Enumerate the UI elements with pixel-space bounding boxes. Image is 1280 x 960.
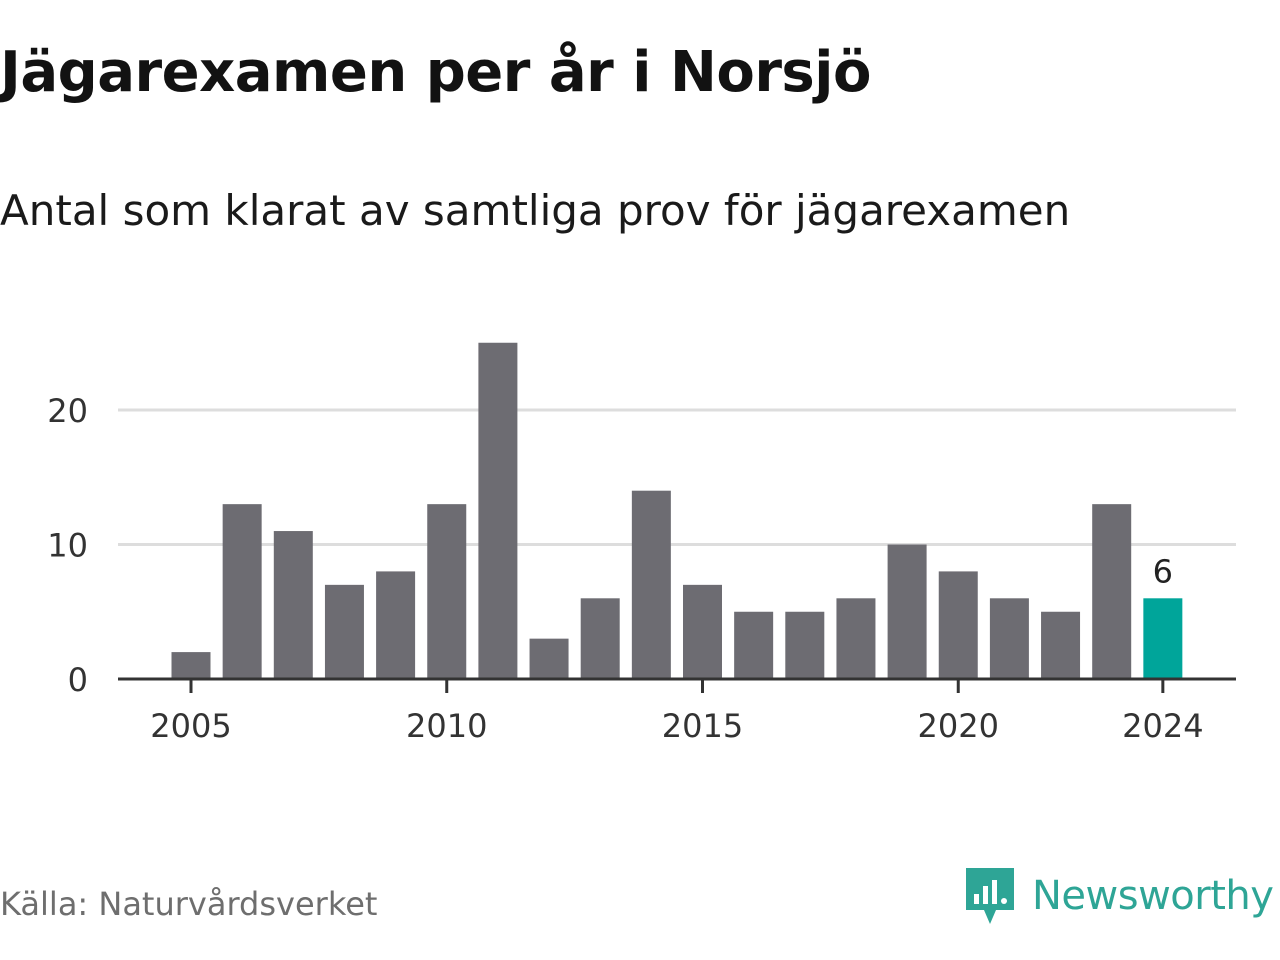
bar-highlight-2024 — [1143, 598, 1183, 679]
y-tick-label: 20 — [47, 392, 88, 430]
newsworthy-logo-icon — [966, 868, 1014, 924]
bar-2005 — [171, 652, 211, 679]
gridlines — [118, 408, 1236, 546]
bar-2016 — [734, 611, 774, 679]
bar-2017 — [785, 611, 825, 679]
bar-2023 — [1092, 504, 1132, 679]
bar-2010 — [427, 504, 467, 679]
x-tick-label: 2005 — [150, 707, 231, 745]
data-label-highlight: 6 — [1153, 552, 1173, 590]
bar-2022 — [1041, 611, 1081, 679]
chart-title: Jägarexamen per år i Norsjö — [0, 40, 871, 105]
bar-2008 — [324, 584, 364, 679]
y-tick-label: 0 — [68, 661, 88, 699]
x-tick-label: 2010 — [406, 707, 487, 745]
bars — [171, 342, 1183, 679]
source-note: Källa: Naturvårdsverket — [0, 885, 378, 923]
bar-2015 — [683, 584, 722, 679]
x-tick-label: 2024 — [1122, 707, 1203, 745]
x-tick-label: 2015 — [662, 707, 743, 745]
bar-2006 — [222, 504, 262, 679]
bar-2020 — [938, 571, 978, 679]
x-axis — [118, 677, 1236, 693]
bar-2019 — [887, 544, 927, 679]
bar-2018 — [836, 598, 876, 679]
bar-2012 — [529, 638, 569, 679]
chart-subtitle: Antal som klarat av samtliga prov för jä… — [0, 186, 1071, 235]
y-tick-label: 10 — [47, 527, 88, 565]
brand: Newsworthy — [964, 866, 1274, 926]
bar-2009 — [376, 571, 416, 679]
bar-2013 — [580, 598, 620, 679]
bar-chart: 0 10 20 6 2005 2010 2015 2020 2024 — [47, 342, 1236, 745]
brand-name: Newsworthy — [1032, 873, 1274, 919]
bar-2014 — [631, 490, 671, 679]
x-tick-label: 2020 — [918, 707, 999, 745]
bar-2011 — [478, 342, 518, 679]
labels: 0 10 20 6 2005 2010 2015 2020 2024 — [47, 392, 1203, 745]
bar-2021 — [989, 598, 1029, 679]
bar-2007 — [273, 531, 313, 679]
